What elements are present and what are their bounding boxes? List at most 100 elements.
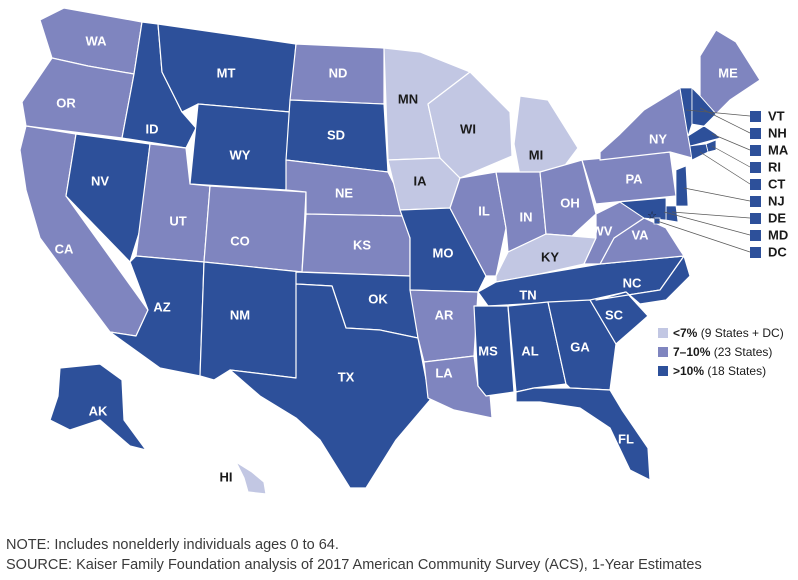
state-ct	[689, 143, 709, 161]
state-ms	[473, 305, 515, 397]
callout-label-de: DE	[768, 210, 786, 225]
legend-range-high: >10%	[673, 364, 705, 378]
state-label-oh: OH	[560, 195, 580, 210]
state-label-ok: OK	[368, 291, 388, 306]
state-label-ny: NY	[649, 131, 667, 146]
callout-box-ri	[750, 162, 761, 173]
callout-box-ma	[750, 145, 761, 156]
state-la	[423, 355, 493, 419]
state-label-id: ID	[146, 121, 159, 136]
state-ny	[599, 87, 693, 161]
callout-label-ct: CT	[768, 176, 785, 191]
state-label-pa: PA	[625, 171, 643, 186]
legend-count-mid: (23 States)	[710, 345, 773, 359]
state-wi	[427, 71, 513, 179]
state-labels: WA OR CA ID NV MT WY UT CO AZ NM ND SD NE KS OK TX MN IA MO…	[55, 33, 738, 484]
callout-line-dc	[656, 220, 751, 253]
state-label-ak: AK	[89, 403, 108, 418]
state-label-tx: TX	[338, 369, 355, 384]
source-text: SOURCE: Kaiser Family Foundation analysi…	[6, 557, 702, 573]
state-label-va: VA	[631, 227, 649, 242]
state-label-al: AL	[521, 343, 538, 358]
state-ma	[687, 125, 721, 147]
state-label-ne: NE	[335, 185, 353, 200]
state-nj	[675, 165, 689, 207]
state-nv	[65, 133, 151, 263]
legend-item-low: <7% (9 States + DC)	[658, 324, 793, 342]
callout-label-vt: VT	[768, 108, 785, 123]
callout-box-vt	[750, 111, 761, 122]
state-label-hi: HI	[220, 469, 233, 484]
callout-label-md: MD	[768, 227, 788, 242]
state-label-mi: MI	[529, 147, 543, 162]
state-label-ky: KY	[541, 249, 559, 264]
state-label-ut: UT	[169, 213, 186, 228]
state-nc	[595, 255, 691, 305]
callout-box-de	[750, 213, 761, 224]
state-label-ms: MS	[478, 343, 498, 358]
state-label-mo: MO	[433, 245, 454, 260]
legend-range-mid: 7–10%	[673, 345, 711, 359]
state-label-sc: SC	[605, 307, 624, 322]
callout-box-ct	[750, 179, 761, 190]
state-oh	[539, 159, 597, 237]
state-tx	[229, 283, 431, 489]
state-label-tn: TN	[519, 287, 536, 302]
state-label-ks: KS	[353, 237, 371, 252]
callout-line-ma	[711, 133, 751, 151]
state-label-az: AZ	[153, 299, 170, 314]
legend-item-mid: 7–10% (23 States)	[658, 343, 793, 361]
state-label-sd: SD	[327, 127, 345, 142]
legend-count-high: (18 States)	[704, 364, 767, 378]
state-label-ca: CA	[55, 241, 74, 256]
state-nh	[691, 87, 717, 127]
state-label-mn: MN	[398, 91, 418, 106]
state-label-nv: NV	[91, 173, 109, 188]
callout-box-dc	[750, 247, 761, 258]
northeast-callouts: VT NH MA RI CT NJ DE MD DC	[656, 107, 789, 259]
callout-line-ri	[711, 145, 751, 168]
legend-swatch-low	[658, 328, 668, 338]
callout-line-de	[671, 211, 751, 219]
state-label-mt: MT	[217, 65, 236, 80]
state-label-ga: GA	[570, 339, 590, 354]
state-fl	[515, 387, 651, 481]
legend-swatch-high	[658, 366, 668, 376]
dc-star-icon: ☆	[647, 210, 657, 222]
callout-line-vt	[685, 109, 751, 117]
legend: <7% (9 States + DC) 7–10% (23 States) >1…	[658, 324, 793, 381]
state-label-il: IL	[478, 203, 490, 218]
state-shapes	[19, 7, 761, 495]
callout-label-ma: MA	[768, 142, 789, 157]
callout-label-nh: NH	[768, 125, 787, 140]
callout-box-md	[750, 230, 761, 241]
state-label-nc: NC	[623, 275, 642, 290]
callout-line-md	[663, 211, 751, 236]
state-hi	[235, 461, 267, 495]
legend-swatch-mid	[658, 347, 668, 357]
state-label-wv: WV	[592, 223, 613, 238]
legend-count-low: (9 States + DC)	[697, 326, 784, 340]
state-label-ia: IA	[414, 173, 428, 188]
legend-range-low: <7%	[673, 326, 698, 340]
callout-box-nj	[750, 196, 761, 207]
state-label-ar: AR	[435, 307, 454, 322]
state-label-nd: ND	[329, 65, 348, 80]
callout-line-ct	[699, 151, 751, 185]
callout-label-nj: NJ	[768, 193, 785, 208]
callout-line-nj	[683, 187, 751, 202]
callout-box-nh	[750, 128, 761, 139]
callout-label-ri: RI	[768, 159, 781, 174]
state-co	[203, 185, 307, 273]
state-md	[618, 197, 667, 221]
state-label-wy: WY	[230, 147, 251, 162]
state-label-wi: WI	[460, 121, 476, 136]
state-label-la: LA	[435, 365, 453, 380]
state-al	[507, 301, 567, 393]
state-label-nm: NM	[230, 307, 250, 322]
state-label-in: IN	[520, 209, 533, 224]
state-ak	[49, 363, 147, 451]
state-label-fl: FL	[618, 431, 634, 446]
legend-item-high: >10% (18 States)	[658, 362, 793, 380]
us-state-map: VT NH MA RI CT NJ DE MD DC WA OR CA ID NV MT WY UT CO AZ N…	[19, 7, 789, 495]
